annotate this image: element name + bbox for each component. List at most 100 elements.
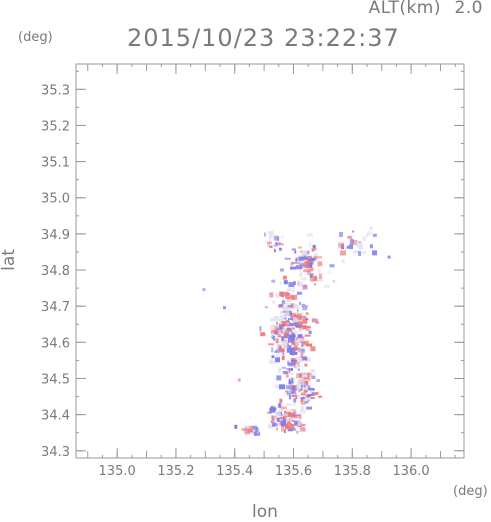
heatmap-cell	[281, 356, 285, 361]
heatmap-cell	[329, 264, 335, 268]
heatmap-cell	[276, 427, 278, 431]
heatmap-cell	[301, 371, 308, 377]
heatmap-cell	[279, 419, 285, 422]
heatmap-cell	[299, 341, 305, 343]
heatmap-cell	[280, 310, 284, 314]
heatmap-cell	[275, 293, 279, 298]
heatmap-cell	[300, 427, 306, 430]
altitude-value: 2.0	[454, 0, 483, 18]
heatmap-cell	[310, 346, 316, 352]
heatmap-cell	[292, 349, 295, 354]
x-tick-label: 135.2	[157, 464, 194, 479]
heatmap-cell	[324, 284, 330, 288]
heatmap-cell	[285, 294, 292, 299]
heatmap-cell	[290, 312, 296, 318]
heatmap-cell	[292, 362, 296, 366]
heatmap-cell	[318, 395, 323, 398]
heatmap-cell	[291, 367, 293, 371]
heatmap-cell	[306, 305, 308, 308]
heatmap-cell	[366, 233, 369, 238]
heatmap-cell	[271, 355, 275, 359]
heatmap-cell	[282, 413, 288, 417]
heatmap-cell	[272, 300, 276, 304]
heatmap-cell	[307, 394, 312, 397]
heatmap-cell	[297, 380, 304, 386]
heatmap-cell	[362, 251, 367, 254]
heatmap-cell	[281, 295, 284, 298]
heatmap-cell	[253, 427, 257, 431]
heatmap-cell	[270, 245, 273, 248]
heatmap-cell	[267, 411, 273, 414]
heatmap-cell	[301, 424, 306, 427]
heatmap-cell	[306, 406, 313, 410]
heatmap-cell	[312, 245, 316, 248]
heatmap-cell	[301, 341, 304, 347]
heatmap-cell	[291, 426, 295, 429]
heatmap-cell	[288, 380, 294, 385]
heatmap-cell	[311, 376, 316, 379]
heatmap-cell	[316, 379, 321, 382]
heatmap-cell	[295, 384, 298, 389]
heatmap-cell	[279, 407, 283, 412]
heatmap-cell	[301, 356, 307, 361]
y-tick-label: 35.1	[41, 156, 70, 171]
heatmap-cell	[288, 318, 293, 321]
heatmap-cell	[303, 384, 306, 389]
heatmap-cell	[275, 357, 281, 363]
heatmap-cell	[202, 288, 206, 292]
heatmap-cell	[305, 326, 311, 329]
timestamp: 2015/10/23 23:22:37	[127, 24, 400, 52]
heatmap-cell	[290, 385, 297, 388]
heatmap-cell	[308, 372, 312, 375]
heatmap-cell	[303, 388, 307, 393]
heatmap-cell	[296, 313, 302, 319]
heatmap-cell	[276, 321, 278, 325]
y-tick-label: 34.6	[41, 336, 70, 351]
heatmap-cell	[369, 226, 373, 230]
heatmap-cell	[285, 390, 289, 393]
heatmap-cell	[296, 373, 303, 379]
heatmap-cell	[277, 344, 282, 349]
heatmap-cell	[264, 232, 266, 237]
heatmap-cell	[300, 348, 305, 353]
heatmap-cell	[293, 410, 297, 415]
heatmap-cell	[288, 282, 295, 288]
heatmap-cell	[289, 394, 291, 400]
heatmap-cell	[274, 348, 279, 351]
heatmap-cell	[298, 281, 302, 284]
heatmap-cell	[293, 303, 297, 309]
heatmap-cell	[293, 281, 296, 286]
heatmap-cell	[269, 407, 276, 413]
heatmap-cell	[305, 357, 311, 362]
heatmap-cell	[295, 340, 300, 345]
x-tick-label: 135.6	[275, 464, 312, 479]
heatmap-cell	[289, 322, 296, 326]
heatmap-cell	[283, 415, 286, 419]
heatmap-cell	[274, 330, 279, 335]
heatmap-cell	[297, 394, 301, 399]
heatmap-cell	[279, 398, 283, 403]
heatmap-cell	[290, 303, 295, 309]
heatmap-cell	[285, 307, 291, 312]
heatmap-cell	[286, 327, 291, 331]
heatmap-cell	[372, 250, 377, 256]
heatmap-cell	[302, 306, 308, 311]
heatmap-cell	[280, 315, 284, 321]
heatmap-cell	[273, 235, 278, 241]
heatmap-cell	[267, 244, 270, 247]
heatmap-cell	[300, 312, 304, 315]
heatmap-cell	[285, 322, 289, 325]
heatmap-cell	[284, 317, 287, 320]
heatmap-cell	[274, 326, 277, 332]
heatmap-cell	[275, 242, 281, 246]
heatmap-cell	[264, 240, 270, 243]
heatmap-cell	[279, 417, 284, 420]
heatmap-cell	[301, 303, 306, 307]
heatmap-cell	[276, 237, 279, 240]
heatmap-cell	[285, 372, 289, 378]
heatmap-cell	[284, 291, 289, 296]
heatmap-cell	[300, 347, 305, 350]
heatmap-cell	[309, 374, 316, 376]
heatmap-cell	[305, 318, 309, 320]
